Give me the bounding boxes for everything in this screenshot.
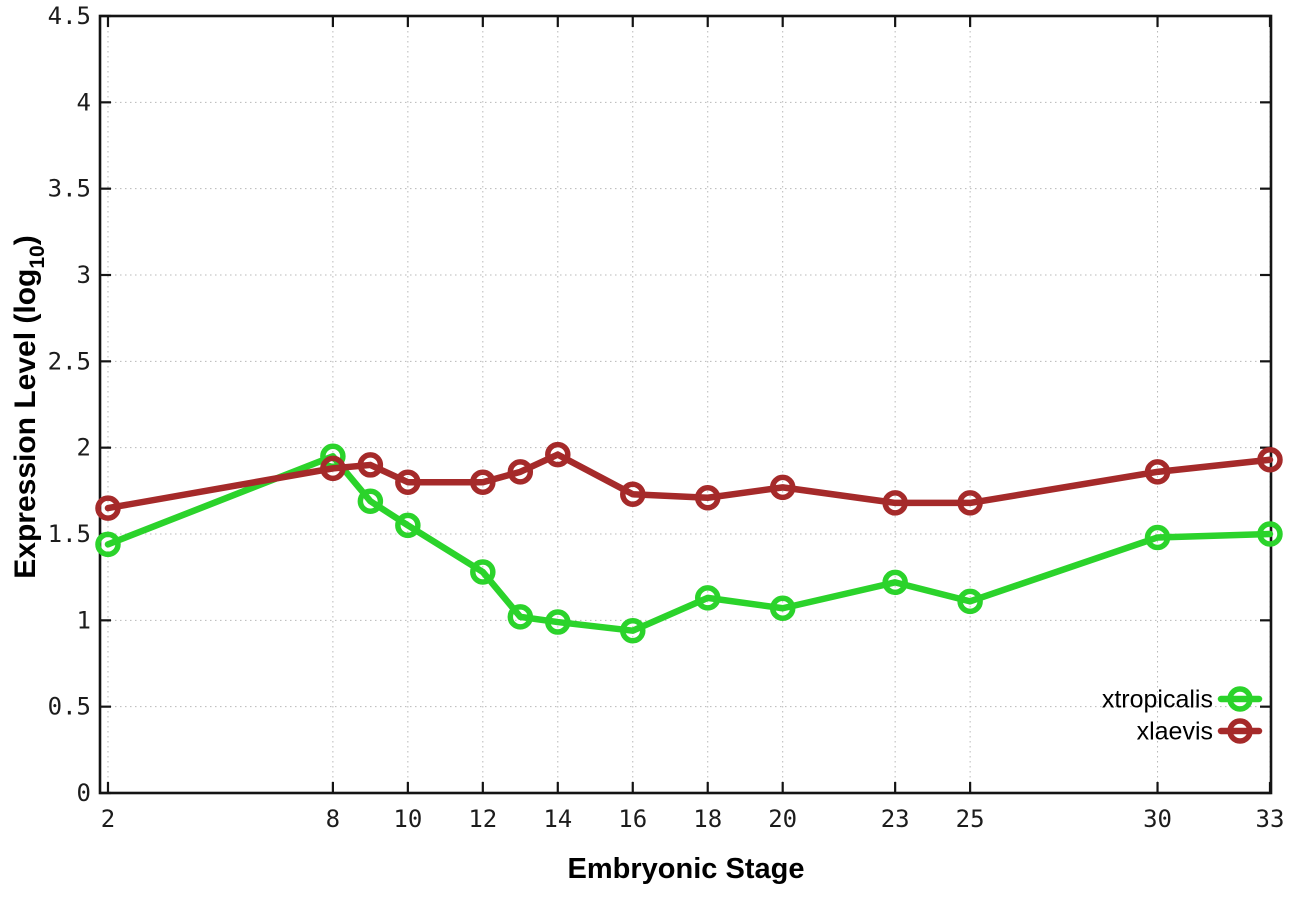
data-point-xtropicalis <box>395 512 421 539</box>
y-tick-label: 0.5 <box>48 693 91 721</box>
data-point-xlaevis <box>507 459 534 485</box>
data-point-xtropicalis <box>357 488 384 514</box>
data-point-xlaevis <box>470 469 496 495</box>
legend-label-xlaevis: xlaevis <box>1137 718 1213 746</box>
data-point-xlaevis <box>620 481 646 508</box>
data-point-xtropicalis <box>957 588 983 615</box>
x-tick-label: 16 <box>618 805 647 833</box>
plot-border <box>98 14 1273 795</box>
data-point-xlaevis <box>545 441 571 468</box>
series-line-xlaevis <box>104 451 1274 512</box>
legend-marker-xtropicalis <box>1227 686 1253 712</box>
data-point-xlaevis <box>957 490 983 516</box>
x-tick-label: 8 <box>326 805 340 833</box>
data-point-xlaevis <box>694 484 721 511</box>
y-tick-label: 4.5 <box>48 2 91 30</box>
data-point-xtropicalis <box>694 585 721 611</box>
data-point-xlaevis <box>769 474 796 501</box>
y-axis-title-main: Expression Level (log <box>9 268 42 579</box>
y-tick-label: 1.5 <box>48 520 91 548</box>
data-point-xlaevis <box>882 490 908 516</box>
x-tick-label: 30 <box>1143 805 1172 833</box>
legend-label-xtropicalis: xtropicalis <box>1102 686 1213 714</box>
data-point-xlaevis <box>320 455 346 482</box>
x-tick-label: 2 <box>101 805 115 833</box>
data-point-xlaevis <box>95 495 121 521</box>
y-tick-label: 2 <box>77 434 91 462</box>
data-point-xtropicalis <box>95 531 121 558</box>
x-tick-label: 12 <box>468 805 497 833</box>
x-tick-label: 18 <box>693 805 722 833</box>
y-tick-label: 4 <box>77 88 91 116</box>
y-axis-title-subscript: 10 <box>26 245 49 269</box>
data-point-xtropicalis <box>769 595 796 621</box>
data-point-xtropicalis <box>1144 524 1171 551</box>
x-tick-label: 25 <box>956 805 985 833</box>
data-point-xlaevis <box>395 469 421 495</box>
legend-marker-xlaevis <box>1227 718 1253 744</box>
data-point-xtropicalis <box>470 559 496 585</box>
data-point-xtropicalis <box>545 609 571 635</box>
data-point-xtropicalis <box>882 569 908 596</box>
y-tick-label: 3 <box>77 261 91 289</box>
data-point-xlaevis <box>1257 447 1283 473</box>
y-tick-label: 2.5 <box>48 347 91 375</box>
x-tick-label: 14 <box>543 805 572 833</box>
data-point-xtropicalis <box>620 617 646 644</box>
y-axis-title-text: Expression Level (log10) <box>9 235 49 579</box>
y-tick-label: 3.5 <box>48 175 91 203</box>
data-point-xtropicalis <box>507 604 534 630</box>
data-point-xlaevis <box>1144 459 1171 485</box>
x-axis-title: Embryonic Stage <box>567 853 805 885</box>
y-axis-title-close: ) <box>9 235 42 246</box>
data-point-xtropicalis <box>1257 521 1283 547</box>
data-point-xlaevis <box>357 452 384 478</box>
x-tick-label: 20 <box>768 805 797 833</box>
x-tick-label: 23 <box>881 805 910 833</box>
x-tick-label: 10 <box>393 805 422 833</box>
y-tick-label: 0 <box>77 779 91 807</box>
x-tick-label: 33 <box>1256 805 1285 833</box>
y-tick-label: 1 <box>77 606 91 634</box>
